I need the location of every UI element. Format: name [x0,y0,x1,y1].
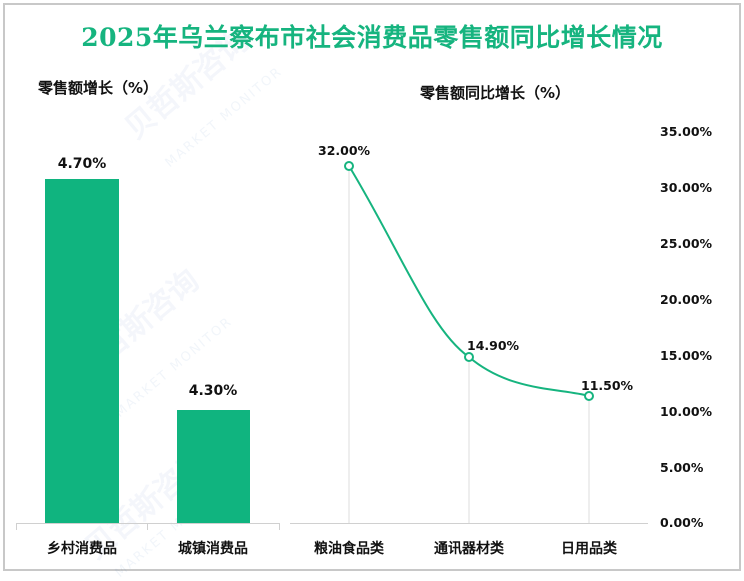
y-tick-label: 10.00% [660,404,713,419]
category-label: 乡村消费品 [47,541,117,557]
axis-tick [279,523,280,530]
chart-frame [3,3,741,571]
bar-urban[interactable] [177,410,250,523]
y-tick-label: 5.00% [660,460,704,475]
bar-rural[interactable] [45,179,119,523]
chart-title: 2025年乌兰察布市社会消费品零售额同比增长情况 [81,23,663,52]
y-tick-label: 35.00% [660,124,713,139]
data-point[interactable] [584,391,594,401]
axis-tick [16,523,17,530]
data-point[interactable] [344,161,354,171]
axis-tick [147,523,148,530]
point-value-label: 32.00% [318,143,371,158]
category-label: 日用品类 [561,541,617,557]
bar-value-label: 4.30% [188,383,238,399]
point-value-label: 14.90% [467,338,520,353]
category-label: 通讯器材类 [434,541,504,557]
trend-line [348,165,590,397]
category-label: 粮油食品类 [314,541,384,557]
y-tick-label: 20.00% [660,292,713,307]
right-chart-subtitle: 零售额同比增长（%） [420,84,571,102]
point-value-label: 11.50% [581,378,634,393]
y-tick-label: 0.00% [660,515,704,530]
left-chart-subtitle: 零售额增长（%） [38,79,159,97]
y-tick-label: 25.00% [660,236,713,251]
y-tick-label: 30.00% [660,180,713,195]
data-point[interactable] [464,352,474,362]
y-tick-label: 15.00% [660,348,713,363]
category-label: 城镇消费品 [178,541,248,557]
bar-value-label: 4.70% [57,156,107,172]
